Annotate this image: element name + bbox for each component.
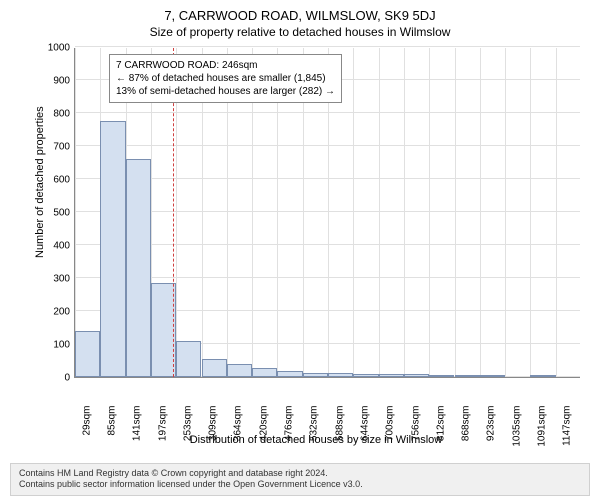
histogram-bar bbox=[353, 374, 378, 377]
y-tick-label: 900 bbox=[30, 76, 70, 87]
gridline-vertical bbox=[455, 48, 456, 377]
y-tick-label: 0 bbox=[30, 373, 70, 384]
y-tick-label: 800 bbox=[30, 109, 70, 120]
histogram-chart: Number of detached properties 7 CARRWOOD… bbox=[52, 48, 580, 410]
y-tick-label: 500 bbox=[30, 208, 70, 219]
gridline-vertical bbox=[505, 48, 506, 377]
histogram-bar bbox=[455, 375, 480, 377]
histogram-bar bbox=[252, 368, 277, 377]
annotation-line: 13% of semi-detached houses are larger (… bbox=[116, 85, 335, 98]
histogram-bar bbox=[75, 331, 100, 377]
histogram-bar bbox=[176, 341, 201, 377]
page-title: 7, CARRWOOD ROAD, WILMSLOW, SK9 5DJ bbox=[0, 0, 600, 23]
y-tick-label: 1000 bbox=[30, 43, 70, 54]
histogram-bar bbox=[100, 121, 125, 377]
histogram-bar bbox=[429, 375, 454, 377]
annotation-box: 7 CARRWOOD ROAD: 246sqm← 87% of detached… bbox=[109, 54, 342, 103]
gridline-vertical bbox=[429, 48, 430, 377]
plot-area: 7 CARRWOOD ROAD: 246sqm← 87% of detached… bbox=[74, 48, 580, 378]
histogram-bar bbox=[480, 375, 505, 377]
gridline-vertical bbox=[75, 48, 76, 377]
histogram-bar bbox=[202, 359, 227, 377]
gridline-vertical bbox=[353, 48, 354, 377]
histogram-bar bbox=[277, 371, 302, 377]
attribution-footer: Contains HM Land Registry data © Crown c… bbox=[10, 463, 590, 496]
x-axis-label: Distribution of detached houses by size … bbox=[52, 434, 580, 446]
y-tick-label: 700 bbox=[30, 142, 70, 153]
y-tick-label: 100 bbox=[30, 340, 70, 351]
histogram-bar bbox=[126, 159, 151, 377]
histogram-bar bbox=[227, 364, 252, 377]
page-subtitle: Size of property relative to detached ho… bbox=[0, 23, 600, 39]
histogram-bar bbox=[379, 374, 404, 377]
histogram-bar bbox=[404, 374, 429, 377]
gridline-vertical bbox=[480, 48, 481, 377]
y-tick-label: 400 bbox=[30, 241, 70, 252]
annotation-line: 7 CARRWOOD ROAD: 246sqm bbox=[116, 59, 335, 72]
y-tick-label: 300 bbox=[30, 274, 70, 285]
y-tick-label: 200 bbox=[30, 307, 70, 318]
histogram-bar bbox=[530, 375, 555, 377]
y-tick-label: 600 bbox=[30, 175, 70, 186]
footer-line: Contains public sector information licen… bbox=[19, 479, 581, 491]
footer-line: Contains HM Land Registry data © Crown c… bbox=[19, 468, 581, 480]
histogram-bar bbox=[303, 373, 328, 377]
gridline-vertical bbox=[530, 48, 531, 377]
gridline-vertical bbox=[404, 48, 405, 377]
gridline-horizontal bbox=[75, 46, 580, 47]
gridline-vertical bbox=[556, 48, 557, 377]
annotation-line: ← 87% of detached houses are smaller (1,… bbox=[116, 72, 335, 85]
histogram-bar bbox=[328, 373, 353, 377]
gridline-vertical bbox=[379, 48, 380, 377]
